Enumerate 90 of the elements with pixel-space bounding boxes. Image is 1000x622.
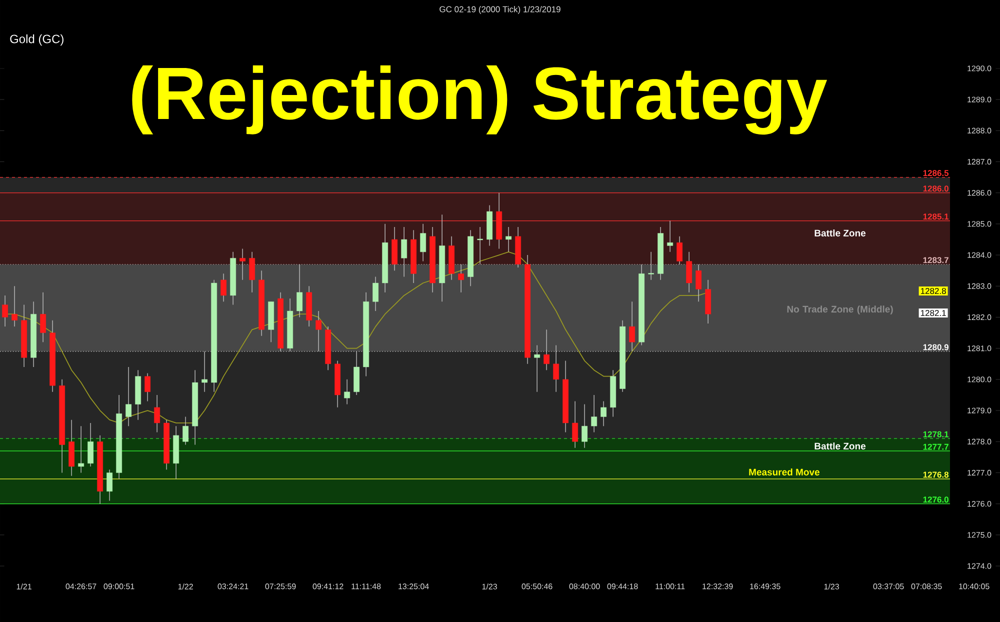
x-tick-label: 1/21 <box>16 584 32 590</box>
candlestick <box>696 264 702 302</box>
x-tick-label: 04:26:57 <box>66 584 96 590</box>
candlestick <box>316 310 322 352</box>
annotation: GC 02-19 (2000 Tick) 1/23/2019 <box>440 6 560 14</box>
y-tick-label: 1279.0 <box>968 408 992 414</box>
ref-line-label: 1276.0 <box>923 496 948 503</box>
y-tick-label: 1288.0 <box>968 128 992 134</box>
ref-line-label: 1276.8 <box>923 472 949 478</box>
candlestick <box>78 426 84 474</box>
y-tick-label: 1289.0 <box>968 96 992 102</box>
candlestick <box>458 264 464 293</box>
x-tick-label: 05:50:46 <box>522 584 552 590</box>
candlestick <box>88 422 94 467</box>
y-tick-label: 1285.0 <box>968 221 992 227</box>
annotation: 1282.8 <box>920 288 946 294</box>
candlestick <box>572 400 578 448</box>
x-tick-label: 13:25:04 <box>398 584 429 590</box>
candlestick <box>591 394 598 433</box>
candlestick <box>686 252 692 293</box>
candlestick <box>40 292 46 342</box>
candlestick <box>629 301 636 352</box>
y-tick-label: 1275.0 <box>968 532 992 538</box>
y-tick-label: 1276.0 <box>968 500 992 507</box>
candlestick <box>667 220 674 252</box>
y-tick-label: 1290.0 <box>968 66 992 72</box>
candlestick <box>154 394 160 433</box>
x-tick-label: 03:24:21 <box>218 584 248 590</box>
y-tick-label: 1286.0 <box>968 190 992 196</box>
y-tick-label: 1277.0 <box>968 470 992 476</box>
candlestick <box>420 224 426 262</box>
text: (Rejection) Strategy <box>132 65 828 135</box>
candlestick <box>240 248 246 280</box>
annotation: Measured Move <box>749 468 820 476</box>
y-tick-label: 1278.0 <box>968 438 992 444</box>
x-tick-label: 11:00:11 <box>656 584 685 590</box>
ref-line-label: 1286.5 <box>923 170 949 176</box>
y-tick-label: 1282.0 <box>968 314 992 320</box>
candlestick <box>2 295 8 327</box>
candlestick <box>648 252 655 280</box>
y-tick-label: 1283.0 <box>968 283 992 289</box>
x-tick-label: 09:44:18 <box>607 584 638 590</box>
x-tick-label: 1/23 <box>482 584 497 590</box>
ref-line-label: 1283.7 <box>923 257 948 264</box>
x-tick-label: 1/22 <box>178 584 193 590</box>
candlestick <box>249 252 255 293</box>
x-tick-label: 08:40:00 <box>569 584 600 590</box>
x-tick-label: 09:00:51 <box>104 584 134 590</box>
y-tick-label: 1280.0 <box>968 376 992 382</box>
x-tick-label: 10:40:05 <box>959 584 990 590</box>
candlestick <box>676 236 683 265</box>
candlestick <box>106 469 112 502</box>
candlestick <box>344 379 350 405</box>
candlestick <box>296 264 303 318</box>
candlestick <box>553 344 560 392</box>
candlestick <box>534 344 540 392</box>
y-tick-label: 1281.0 <box>968 345 992 352</box>
candlestick <box>372 276 379 312</box>
candlestick <box>144 372 150 402</box>
x-tick-label: 09:41:12 <box>312 584 344 590</box>
y-tick-label: 1284.0 <box>968 252 992 258</box>
candlestick <box>582 404 588 448</box>
ref-line-label: 1286.0 <box>923 186 948 192</box>
ref-line-label: 1278.1 <box>923 431 949 438</box>
annotation: No Trade Zone (Middle) <box>787 306 893 314</box>
x-tick-label: 1/23 <box>824 584 839 590</box>
annotation: 1282.1 <box>920 310 946 316</box>
x-tick-label: 16:49:35 <box>750 584 780 590</box>
ref-line-label: 1285.1 <box>923 214 949 220</box>
annotation: Battle Zone <box>814 442 866 450</box>
ref-line-label: 1277.7 <box>923 444 948 450</box>
x-tick-label: 11:11:48 <box>352 584 381 590</box>
x-tick-label: 07:08:35 <box>911 584 942 590</box>
candlestick <box>202 351 208 392</box>
candlestick <box>182 416 188 446</box>
candlestick <box>600 400 607 426</box>
y-tick-label: 1274.0 <box>968 563 992 569</box>
text: Gold (GC) <box>10 34 64 46</box>
annotation: Battle Zone <box>814 230 866 236</box>
ref-line-label: 1280.9 <box>923 344 948 350</box>
candlestick <box>12 286 18 327</box>
candlestick <box>126 366 132 426</box>
candlestick <box>544 329 550 370</box>
x-tick-label: 07:25:59 <box>265 584 296 590</box>
y-tick-label: 1287.0 <box>968 158 992 165</box>
candlestick <box>506 226 512 252</box>
candlestick <box>220 273 226 302</box>
candlestick <box>401 226 408 278</box>
x-tick-label: 03:37:05 <box>873 584 904 590</box>
x-tick-label: 12:32:39 <box>702 584 733 590</box>
